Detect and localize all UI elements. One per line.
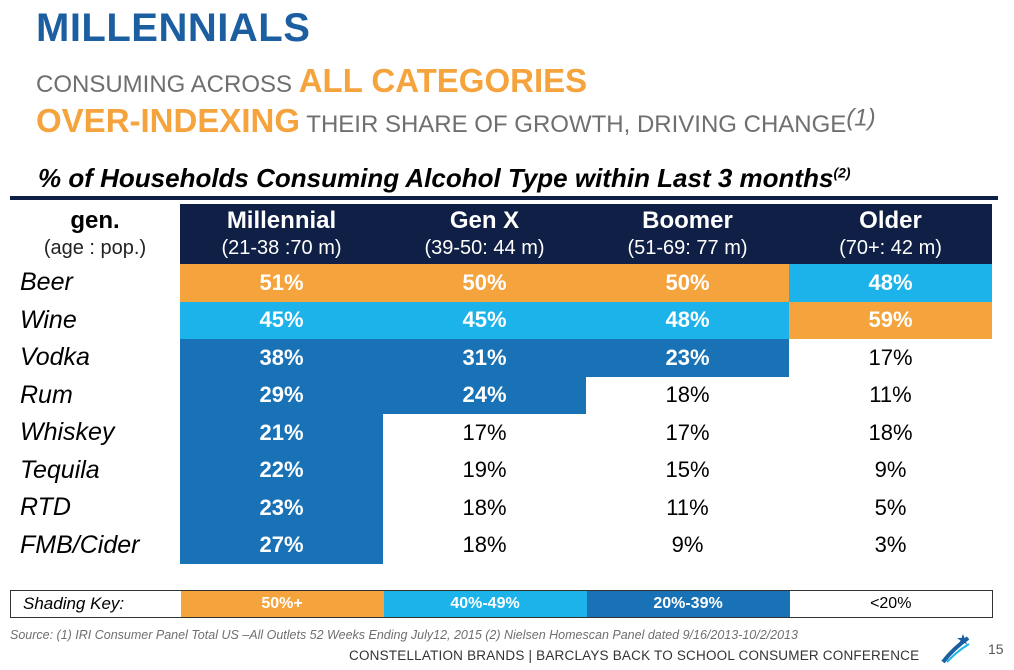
headline-line-3-highlight: OVER-INDEXING [36,102,301,139]
table-row: Rum 29% 24% 18% 11% [10,376,992,414]
table-cell: 17% [789,339,992,377]
table-cell: 38% [180,339,383,377]
table-cell: 17% [383,414,586,452]
row-label-beer: Beer [20,268,73,297]
table-cell: 22% [180,451,383,489]
table-cell: 3% [789,526,992,564]
table-row: Vodka 38% 31% 23% 17% [10,339,992,377]
column-header-name: Older [859,207,922,234]
table-header-row: gen. (age : pop.) Millennial (21-38 :70 … [10,204,992,264]
star-logo-icon [941,632,971,664]
shading-key-under-20: <20% [789,590,993,618]
gen-header-sub: (age : pop.) [43,237,147,259]
table-cell: 48% [586,301,789,339]
source-note: Source: (1) IRI Consumer Panel Total US … [10,628,798,642]
column-header-sub: (70+: 42 m) [839,237,942,259]
table-cell: 17% [586,414,789,452]
headline-line-2-prefix: CONSUMING ACROSS [36,71,299,98]
table-cell: 11% [586,489,789,527]
table-cell: 23% [180,489,383,527]
table-cell: 18% [789,414,992,452]
gen-header-name: gen. [70,207,120,234]
table-row: Whiskey 21% 17% 17% 18% [10,414,992,452]
table-row: Tequila 22% 19% 15% 9% [10,451,992,489]
table-subtitle-footnote: (2) [833,164,851,181]
footer-text: CONSTELLATION BRANDS | BARCLAYS BACK TO … [349,648,920,663]
table-row: Wine 45% 45% 48% 59% [10,301,992,339]
row-label-whiskey: Whiskey [20,418,115,447]
headline-footnote: (1) [846,104,876,132]
table-cell: 31% [383,339,586,377]
table-cell: 45% [180,301,383,339]
column-header-older: Older (70+: 42 m) [789,204,992,264]
shading-key-40-49: 40%-49% [383,590,587,618]
table-cell: 18% [383,489,586,527]
gen-header: gen. (age : pop.) [10,204,180,264]
shading-key: Shading Key: 50%+ 40%-49% 20%-39% <20% [10,590,993,618]
page-title: MILLENNIALS [36,6,311,50]
column-header-sub: (21-38 :70 m) [221,237,342,259]
row-label-wine: Wine [20,305,77,334]
column-header-name: Boomer [642,207,733,234]
table-cell: 50% [383,264,586,302]
table-row: FMB/Cider 27% 18% 9% 3% [10,526,992,564]
table-subtitle-text: % of Households Consuming Alcohol Type w… [38,163,834,193]
row-label-vodka: Vodka [20,343,90,372]
table-cell: 23% [586,339,789,377]
column-header-genx: Gen X (39-50: 44 m) [383,204,586,264]
table-cell: 45% [383,301,586,339]
page-number: 15 [988,641,1004,657]
shading-key-label: Shading Key: [23,594,125,613]
table-row: Beer 51% 50% 50% 48% [10,264,992,302]
headline-line-2-highlight: ALL CATEGORIES [298,62,588,99]
table-cell: 11% [789,376,992,414]
column-header-sub: (51-69: 77 m) [627,237,748,259]
column-header-millennial: Millennial (21-38 :70 m) [180,204,383,264]
table-cell: 50% [586,264,789,302]
column-header-name: Gen X [449,207,520,234]
table-cell: 29% [180,376,383,414]
row-label-tequila: Tequila [20,455,100,484]
table-cell: 59% [789,301,992,339]
column-header-boomer: Boomer (51-69: 77 m) [586,204,789,264]
table-row: RTD 23% 18% 11% 5% [10,489,992,527]
header-rule [10,196,998,200]
row-label-rtd: RTD [20,493,71,522]
headline-line-3-suffix: THEIR SHARE OF GROWTH, DRIVING CHANGE [300,111,847,138]
table-cell: 27% [180,526,383,564]
table-cell: 9% [586,526,789,564]
table-cell: 24% [383,376,586,414]
table-cell: 15% [586,451,789,489]
headline-line-3: OVER-INDEXING THEIR SHARE OF GROWTH, DRI… [36,102,876,140]
table-cell: 51% [180,264,383,302]
table-cell: 48% [789,264,992,302]
shading-key-20-39: 20%-39% [586,590,790,618]
column-header-sub: (39-50: 44 m) [424,237,545,259]
alcohol-consumption-table: gen. (age : pop.) Millennial (21-38 :70 … [10,204,992,564]
table-cell: 18% [586,376,789,414]
table-cell: 5% [789,489,992,527]
table-cell: 21% [180,414,383,452]
column-header-name: Millennial [226,207,337,234]
row-label-rum: Rum [20,380,73,409]
table-cell: 18% [383,526,586,564]
table-subtitle: % of Households Consuming Alcohol Type w… [38,163,851,194]
table-cell: 19% [383,451,586,489]
row-label-fmb-cider: FMB/Cider [20,530,140,559]
shading-key-50-plus: 50%+ [180,590,384,618]
headline-line-2: CONSUMING ACROSS ALL CATEGORIES [36,62,587,100]
table-cell: 9% [789,451,992,489]
